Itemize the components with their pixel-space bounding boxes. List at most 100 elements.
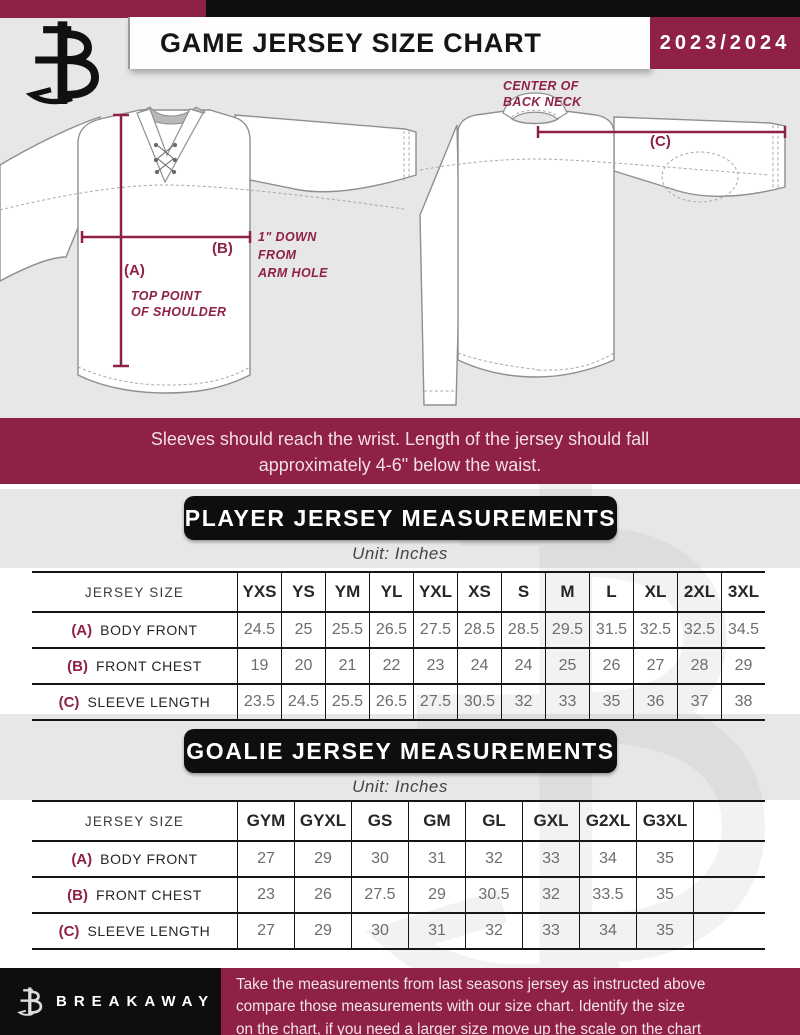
footer-instructions: Take the measurements from last seasons …: [221, 968, 800, 1035]
row-label: (A) BODY FRONT: [32, 613, 237, 647]
measurement-value: 21: [325, 649, 369, 683]
empty-cell: [693, 914, 765, 948]
size-column-header: GYXL: [294, 802, 351, 840]
size-column-header: XL: [633, 573, 677, 611]
player-section-title: PLAYER JERSEY MEASUREMENTS: [184, 496, 617, 540]
size-column-header: YXS: [237, 573, 281, 611]
table-header-row: JERSEY SIZE YXS YS YM YL YXL XS S M L XL 2XL 3XL: [32, 573, 765, 613]
measurement-value: 35: [589, 685, 633, 719]
measurement-value: 32: [465, 914, 522, 948]
size-column-header: M: [545, 573, 589, 611]
size-column-header: 3XL: [721, 573, 765, 611]
empty-cell: [693, 878, 765, 912]
table-row: (B) FRONT CHEST 19 20 21 22 23 24 24 25 26 27 28 29: [32, 649, 765, 685]
table-row: (C) SLEEVE LENGTH 27 29 30 31 32 33 34 35: [32, 914, 765, 950]
season-badge: 2023/2024: [650, 17, 800, 69]
row-label: (B) FRONT CHEST: [32, 878, 237, 912]
measurement-line-b: [80, 231, 252, 243]
row-label-text: SLEEVE LENGTH: [87, 694, 211, 710]
measurement-value: 32.5: [633, 613, 677, 647]
measurement-value: 31.5: [589, 613, 633, 647]
player-measurements-table: JERSEY SIZE YXS YS YM YL YXL XS S M L XL 2XL 3XL (A) B…: [32, 571, 765, 721]
row-key: (A): [71, 850, 93, 868]
table-header-row: JERSEY SIZE GYM GYXL GS GM GL GXL G2XL G3XL: [32, 802, 765, 842]
measurement-value: 37: [677, 685, 721, 719]
front-jersey-diagram: [0, 106, 417, 394]
label-a: (A): [124, 262, 145, 279]
front-right-sleeve: [234, 114, 417, 193]
measurement-value: 27.5: [351, 878, 408, 912]
label-b: (B): [212, 240, 233, 257]
measurement-value: 38: [721, 685, 765, 719]
measurement-value: 19: [237, 649, 281, 683]
size-column-header: G3XL: [636, 802, 693, 840]
row-label: (A) BODY FRONT: [32, 842, 237, 876]
row-label: (C) SLEEVE LENGTH: [32, 914, 237, 948]
measurement-value: 23: [237, 878, 294, 912]
measurement-value: 27.5: [413, 685, 457, 719]
table-row: (A) BODY FRONT 27 29 30 31 32 33 34 35: [32, 842, 765, 878]
size-column-header: GS: [351, 802, 408, 840]
size-column-header: S: [501, 573, 545, 611]
measurement-value: 32: [522, 878, 579, 912]
collar-laces: [153, 142, 178, 175]
measurement-value: 22: [369, 649, 413, 683]
back-jersey-diagram: [419, 92, 787, 406]
measurement-value: 23.5: [237, 685, 281, 719]
measurement-value: 35: [636, 878, 693, 912]
measurement-value: 31: [408, 842, 465, 876]
measurement-value: 33: [522, 842, 579, 876]
size-column-header: YXL: [413, 573, 457, 611]
top-bar-black: [206, 0, 800, 18]
measurement-value: 28.5: [457, 613, 501, 647]
breakaway-logo: [22, 20, 110, 108]
row-label: (B) FRONT CHEST: [32, 649, 237, 683]
size-column-header: GM: [408, 802, 465, 840]
measurement-value: 34: [579, 914, 636, 948]
note-center-of-back-neck: CENTER OF BACK NECK: [503, 79, 582, 109]
measurement-value: 35: [636, 914, 693, 948]
label-c: (C): [650, 133, 671, 150]
row-label-text: FRONT CHEST: [95, 658, 202, 674]
measurement-value: 25: [281, 613, 325, 647]
table-row: (A) BODY FRONT 24.5 25 25.5 26.5 27.5 28.5 28.5 2…: [32, 613, 765, 649]
measurement-value: 25: [545, 649, 589, 683]
size-column-header: GYM: [237, 802, 294, 840]
breakaway-logo-small: [17, 986, 43, 1016]
measurement-value: 20: [281, 649, 325, 683]
measurement-value: 27: [237, 914, 294, 948]
note-down-from-armhole: 1" DOWN FROM ARM HOLE: [258, 230, 328, 280]
row-label-text: SLEEVE LENGTH: [87, 923, 211, 939]
back-right-sleeve: [613, 116, 786, 197]
table-row: (B) FRONT CHEST 23 26 27.5 29 30.5 32 33.5 35: [32, 878, 765, 914]
measurement-value: 34: [579, 842, 636, 876]
size-column-header: L: [589, 573, 633, 611]
measurement-value: 27: [633, 649, 677, 683]
measurement-value: 30: [351, 842, 408, 876]
row-label-text: BODY FRONT: [100, 622, 198, 638]
measurement-value: 29: [294, 842, 351, 876]
measurement-value: 24.5: [281, 685, 325, 719]
size-column-header: 2XL: [677, 573, 721, 611]
size-column-header: GXL: [522, 802, 579, 840]
measurement-line-c: [536, 126, 787, 138]
measurement-value: 29: [721, 649, 765, 683]
measurement-value: 24.5: [237, 613, 281, 647]
size-column-header: YM: [325, 573, 369, 611]
page-title: GAME JERSEY SIZE CHART: [160, 27, 542, 58]
measurement-value: 25.5: [325, 613, 369, 647]
measurement-value: 32.5: [677, 613, 721, 647]
empty-cell: [693, 802, 765, 840]
measurement-value: 33: [522, 914, 579, 948]
fit-notice-banner: Sleeves should reach the wrist. Length o…: [0, 418, 800, 484]
measurement-value: 25.5: [325, 685, 369, 719]
measurement-value: 26.5: [369, 685, 413, 719]
measurement-value: 29.5: [545, 613, 589, 647]
row-key: (C): [58, 922, 80, 940]
back-left-sleeve: [419, 124, 461, 406]
row-label: (C) SLEEVE LENGTH: [32, 685, 237, 719]
size-column-header: YL: [369, 573, 413, 611]
measurement-value: 29: [408, 878, 465, 912]
row-key: (B): [67, 657, 88, 675]
goalie-measurements-table: JERSEY SIZE GYM GYXL GS GM GL GXL G2XL G3XL (A) BO…: [32, 800, 765, 950]
